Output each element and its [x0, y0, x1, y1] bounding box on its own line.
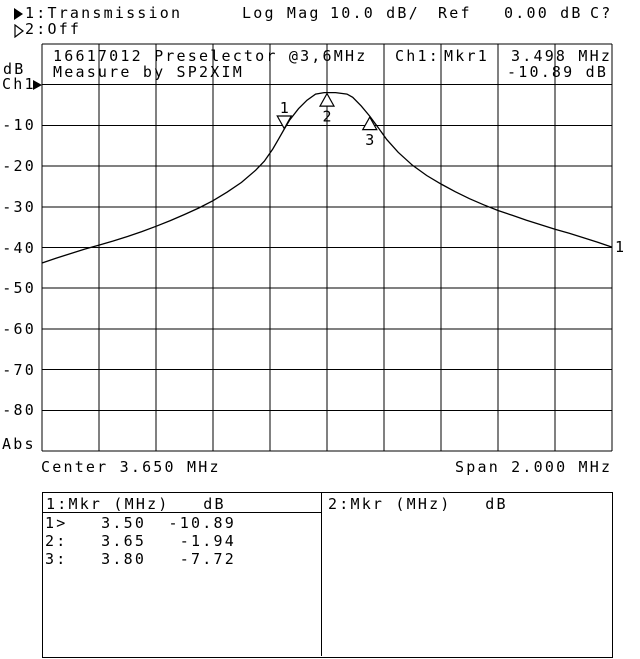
scale-per-div-value: 10.0 dB/ — [330, 4, 420, 22]
marker-table-header-underline — [42, 512, 321, 513]
channel2-trace-label: 2:Off — [25, 20, 82, 38]
channel1-trace-label: 1:Transmission — [25, 4, 183, 22]
y-tick-label: -30 — [2, 198, 36, 216]
y-tick-label: -10 — [2, 116, 36, 134]
channel2-inactive-indicator-icon — [14, 24, 24, 38]
marker-up-triangle-icon — [318, 92, 336, 107]
marker-table-row: 3: 3.80 -7.72 — [45, 550, 236, 568]
trace-ch1 — [41, 91, 613, 264]
y-tick-label: -80 — [2, 401, 36, 419]
marker-readout-name: Mkr1 — [444, 47, 489, 65]
channel1-active-indicator-icon — [14, 8, 23, 20]
trace-format-label: Log Mag — [242, 4, 321, 22]
y-tick-label: -70 — [2, 361, 36, 379]
marker-table-divider — [321, 492, 322, 656]
reference-level-arrow-icon — [33, 80, 42, 90]
marker-up-triangle-icon — [361, 115, 378, 131]
marker-table-row: 2: 3.65 -1.94 — [45, 532, 236, 550]
measurement-title-line1: 16617012 Preselector @3,6MHz — [53, 47, 368, 65]
marker-table-row: 1> 3.50 -10.89 — [45, 514, 236, 532]
ref-value: 0.00 dB — [504, 4, 583, 22]
y-axis-channel-label: Ch1 — [2, 75, 36, 93]
marker-readout-level: -10.89 dB — [507, 63, 609, 81]
ref-label: Ref — [438, 4, 472, 22]
y-tick-label: -20 — [2, 157, 36, 175]
span-label: Span 2.000 MHz — [455, 458, 613, 476]
marker-readout-channel: Ch1: — [395, 47, 440, 65]
y-tick-label: -40 — [2, 239, 36, 257]
marker-down-triangle-icon — [276, 115, 293, 130]
marker-3: 3 — [361, 115, 378, 149]
trace-end-number: 1 — [615, 238, 627, 256]
marker-number: 2 — [322, 108, 331, 126]
y-tick-label: -60 — [2, 320, 36, 338]
calibration-status: C? — [590, 4, 613, 22]
measurement-title-line2: Measure by SP2XIM — [53, 63, 244, 81]
grid — [41, 43, 613, 452]
marker-readout-frequency: 3.498 MHz — [511, 47, 613, 65]
center-frequency-label: Center 3.650 MHz — [41, 458, 221, 476]
marker-number: 3 — [365, 131, 374, 149]
marker-table — [42, 492, 613, 658]
y-tick-label: -50 — [2, 279, 36, 297]
marker-2: 2 — [318, 92, 336, 126]
y-axis-unit-label: dB — [3, 60, 26, 78]
marker-table-right-header: 2:Mkr (MHz) dB — [328, 495, 508, 513]
y-axis-bottom-label: Abs — [2, 435, 36, 453]
marker-1: 1 — [276, 99, 293, 130]
marker-table-left-header: 1:Mkr (MHz) dB — [46, 495, 226, 513]
marker-number: 1 — [280, 99, 289, 117]
